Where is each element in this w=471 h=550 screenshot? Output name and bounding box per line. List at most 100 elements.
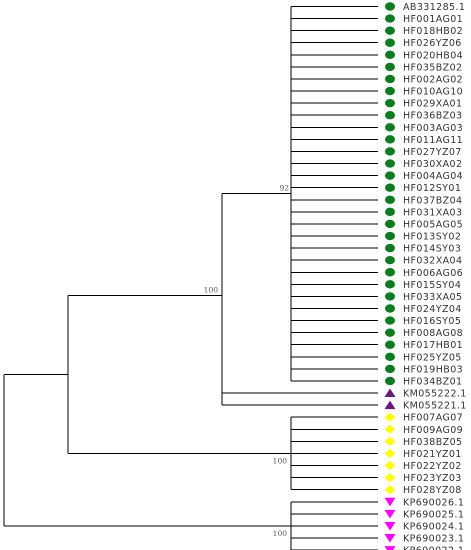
purple-triangle-up-marker-icon: [384, 388, 396, 398]
leaf-label: HF007AG07: [403, 413, 463, 424]
leaf-label: HF038BZ05: [403, 437, 462, 448]
leaf-label: KP690026.1: [403, 497, 464, 508]
leaf-label: HF022YZ02: [403, 461, 462, 472]
leaf-label: KP690023.1: [403, 534, 464, 545]
leaf-label: HF009AG09: [403, 425, 463, 436]
green-circle-marker-icon: [385, 183, 395, 192]
magenta-triangle-down-marker-icon: [384, 546, 396, 550]
leaf-label: KP690025.1: [403, 509, 464, 520]
green-circle-marker-icon: [385, 207, 395, 217]
green-circle-marker-icon: [385, 74, 395, 84]
leaf-label: AB331285.1: [403, 2, 465, 13]
green-circle-marker-icon: [385, 50, 395, 60]
purple-triangle-up-marker-icon: [384, 400, 396, 410]
leaf-label: HF006AG06: [403, 268, 463, 279]
green-circle-marker-icon: [385, 171, 395, 180]
leaf-label: KP690022.1: [403, 546, 464, 550]
green-circle-marker-icon: [385, 231, 395, 241]
leaf-label: HF005AG05: [403, 219, 463, 230]
leaf-label: HF035BZ02: [403, 62, 462, 73]
support-value: 92: [279, 184, 289, 193]
green-circle-marker-icon: [385, 304, 395, 313]
leaf-label: HF029XA01: [403, 99, 462, 110]
green-circle-marker-icon: [385, 280, 395, 289]
leaf-label: HF031XA03: [403, 207, 462, 218]
leaf-label: KM055221.1: [403, 401, 467, 412]
green-circle-marker-icon: [385, 86, 395, 96]
magenta-triangle-down-marker-icon: [384, 497, 396, 507]
green-circle-marker-icon: [385, 292, 395, 301]
support-value: 100: [204, 285, 219, 294]
leaf-label: HF036BZ03: [403, 111, 462, 122]
green-circle-marker-icon: [385, 111, 395, 120]
green-circle-marker-icon: [385, 26, 395, 35]
green-circle-marker-icon: [385, 364, 395, 374]
green-circle-marker-icon: [385, 268, 395, 277]
leaf-label: HF019HB03: [403, 364, 463, 375]
magenta-triangle-down-marker-icon: [384, 521, 396, 531]
green-circle-marker-icon: [385, 316, 395, 325]
yellow-diamond-marker-icon: [384, 473, 396, 483]
leaf-label: HF017HB01: [403, 340, 463, 351]
leaf-label: KM055222.1: [403, 389, 467, 400]
leaf-label: HF011AG11: [403, 135, 463, 146]
green-circle-marker-icon: [385, 328, 395, 337]
leaf-label: HF018HB02: [403, 26, 463, 37]
leaf-label: KP690024.1: [403, 521, 464, 532]
leaf-label: HF016SY05: [403, 316, 461, 327]
green-circle-marker-icon: [385, 376, 395, 386]
magenta-triangle-down-marker-icon: [384, 509, 396, 519]
yellow-diamond-marker-icon: [384, 424, 396, 434]
green-circle-marker-icon: [385, 159, 395, 168]
leaf-label: HF024YZ04: [403, 304, 462, 315]
green-circle-marker-icon: [385, 14, 395, 23]
green-circle-marker-icon: [385, 147, 395, 156]
leaf-label: HF033XA05: [403, 292, 462, 303]
leaf-label: HF015SY04: [403, 280, 461, 291]
green-circle-marker-icon: [385, 38, 395, 47]
leaf-label: HF013SY02: [403, 232, 461, 243]
support-value: 100: [273, 456, 288, 465]
leaf-label: HF032XA04: [403, 256, 462, 267]
green-circle-marker-icon: [385, 2, 395, 11]
leaf-label: HF001AG01: [403, 14, 463, 25]
tree-branches: [3, 6, 378, 550]
green-circle-marker-icon: [385, 352, 395, 362]
leaf-label: HF030XA02: [403, 159, 462, 170]
leaf-label: HF003AG03: [403, 123, 463, 134]
green-circle-marker-icon: [385, 195, 395, 204]
leaf-label: HF026YZ06: [403, 38, 462, 49]
leaf-label: HF021YZ01: [403, 449, 462, 460]
leaf-label: HF025YZ05: [403, 352, 462, 363]
leaf-label: HF034BZ01: [403, 376, 462, 387]
yellow-diamond-marker-icon: [384, 485, 396, 495]
leaf-label: HF023YZ03: [403, 473, 462, 484]
support-value: 100: [273, 529, 288, 538]
leaf-label: HF020HB04: [403, 50, 463, 61]
leaf-label: HF014SY03: [403, 244, 461, 255]
leaf-label: HF008AG08: [403, 328, 463, 339]
green-circle-marker-icon: [385, 98, 395, 108]
green-circle-marker-icon: [385, 340, 395, 349]
magenta-triangle-down-marker-icon: [384, 534, 396, 543]
support-values: 92 100 100 100: [204, 184, 290, 538]
yellow-diamond-marker-icon: [384, 461, 396, 471]
green-circle-marker-icon: [385, 255, 395, 265]
leaf-label: HF002AG02: [403, 74, 463, 85]
leaf-label: HF004AG04: [403, 171, 463, 182]
green-circle-marker-icon: [385, 135, 395, 144]
green-circle-marker-icon: [385, 243, 395, 253]
leaf-label: HF027YZ07: [403, 147, 462, 158]
yellow-diamond-marker-icon: [384, 448, 396, 458]
leaf-list: AB331285.1HF001AG01HF018HB02HF026YZ06HF0…: [384, 2, 467, 550]
leaf-label: HF010AG10: [403, 87, 463, 98]
yellow-diamond-marker-icon: [384, 436, 396, 446]
leaf-label: HF012SY01: [403, 183, 461, 194]
green-circle-marker-icon: [385, 219, 395, 229]
leaf-label: HF037BZ04: [403, 195, 462, 206]
green-circle-marker-icon: [385, 123, 395, 132]
leaf-label: HF028YZ08: [403, 485, 462, 496]
yellow-diamond-marker-icon: [384, 412, 396, 422]
green-circle-marker-icon: [385, 62, 395, 72]
